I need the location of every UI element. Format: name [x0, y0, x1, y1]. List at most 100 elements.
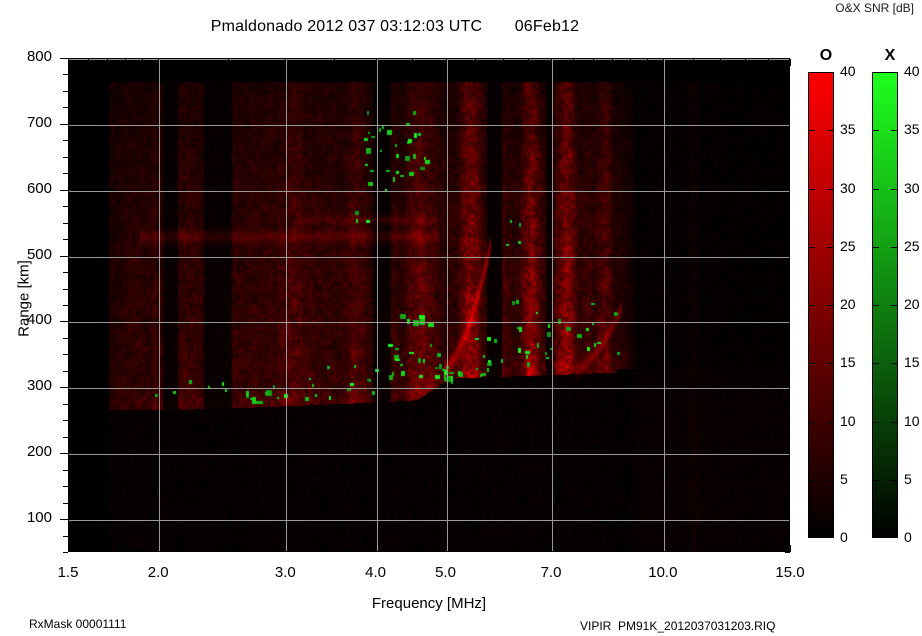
y-tick-minor-right	[785, 354, 790, 355]
y-tick-minor	[63, 206, 68, 207]
x-tick-major-top	[68, 59, 69, 66]
y-tick-major	[60, 256, 68, 257]
x-tick-minor	[142, 548, 143, 552]
x-tick-minor-top	[720, 59, 721, 63]
y-tick-major	[60, 58, 68, 59]
colorbar-tick-label: 25	[904, 237, 920, 254]
x-tick-label: 7.0	[540, 564, 562, 581]
y-axis-label: Range [km]	[15, 260, 33, 337]
y-tick-major-right	[782, 58, 790, 59]
colorbar-tick	[872, 189, 879, 190]
y-tick-minor	[63, 289, 68, 290]
y-tick-minor-right	[785, 206, 790, 207]
x-tick-label: 10.0	[648, 564, 678, 581]
x-tick-major	[68, 545, 69, 552]
colorbar-tick-label: 0	[904, 529, 912, 545]
colorbar-tick-label: 20	[904, 296, 920, 312]
y-tick-major-right	[782, 321, 790, 322]
colorbar-tick-label: 5	[840, 470, 848, 487]
y-tick-minor-right	[785, 140, 790, 141]
colorbar-tick	[891, 480, 898, 481]
colorbar-tick	[891, 130, 898, 131]
y-tick-minor	[63, 239, 68, 240]
y-tick-minor-right	[785, 420, 790, 421]
x-tick-minor-top	[768, 59, 769, 63]
x-tick-label: 4.0	[365, 564, 386, 581]
x-tick-minor	[647, 548, 648, 552]
y-tick-minor-right	[785, 552, 790, 553]
y-tick-major	[60, 387, 68, 388]
colorbar-tick	[891, 363, 898, 364]
y-tick-minor-right	[785, 305, 790, 306]
colorbar-o-letter: O	[819, 47, 833, 64]
y-tick-minor	[63, 157, 68, 158]
y-tick-label: 700	[26, 113, 52, 131]
x-tick-minor-top	[630, 59, 631, 63]
colorbar-tick	[872, 130, 879, 131]
colorbar-tick	[808, 480, 815, 481]
y-tick-label: 400	[26, 311, 52, 329]
colorbar-tick-label: 30	[904, 179, 920, 196]
y-tick-minor-right	[785, 338, 790, 339]
x-tick-minor-top	[142, 59, 143, 63]
y-tick-minor	[63, 552, 68, 553]
y-tick-minor-right	[785, 223, 790, 224]
colorbar-tick	[872, 480, 879, 481]
y-tick-minor-right	[785, 74, 790, 75]
y-tick-major-right	[782, 190, 790, 191]
x-tick-minor-top	[573, 59, 574, 63]
x-tick-minor	[107, 548, 108, 552]
y-tick-minor	[63, 74, 68, 75]
x-tick-major	[158, 545, 159, 552]
x-tick-major-top	[446, 59, 447, 66]
colorbar-tick	[891, 422, 898, 423]
x-tick-minor	[88, 548, 89, 552]
x-tick-minor	[745, 548, 746, 552]
y-tick-label: 200	[26, 443, 52, 461]
x-tick-minor-top	[125, 59, 126, 63]
x-tick-major	[285, 545, 286, 552]
y-tick-minor-right	[785, 503, 790, 504]
y-tick-minor-right	[785, 289, 790, 290]
x-tick-minor-top	[593, 59, 594, 63]
y-tick-minor	[63, 107, 68, 108]
colorbar-tick-label: 15	[904, 354, 920, 371]
x-tick-major-top	[551, 59, 552, 66]
colorbar-tick	[872, 247, 879, 248]
colorbar-tick	[827, 247, 834, 248]
colorbar-tick	[872, 363, 879, 364]
x-tick-minor	[573, 548, 574, 552]
y-tick-minor	[63, 371, 68, 372]
x-tick-minor	[475, 548, 476, 552]
y-tick-minor	[63, 305, 68, 306]
x-tick-label: 2.0	[147, 564, 169, 581]
y-tick-minor-right	[785, 437, 790, 438]
colorbar-tick	[891, 247, 898, 248]
colorbar-title: O&X SNR [dB]	[835, 1, 914, 15]
x-tick-minor	[503, 548, 504, 552]
ionogram-plot[interactable]	[68, 58, 790, 552]
colorbar-tick	[827, 189, 834, 190]
x-tick-minor-top	[647, 59, 648, 63]
colorbar-tick	[872, 422, 879, 423]
colorbar-tick	[808, 189, 815, 190]
x-tick-minor-top	[475, 59, 476, 63]
x-tick-minor	[693, 548, 694, 552]
colorbar-tick-label: 30	[840, 179, 856, 196]
x-tick-major-top	[790, 59, 791, 66]
x-tick-minor-top	[228, 59, 229, 63]
y-tick-minor-right	[785, 91, 790, 92]
y-tick-major	[60, 190, 68, 191]
colorbar-tick-label: 25	[840, 237, 856, 254]
x-tick-major-top	[285, 59, 286, 66]
x-tick-major	[376, 545, 377, 552]
x-tick-minor	[720, 548, 721, 552]
colorbar-tick-label: 35	[840, 121, 856, 138]
y-tick-major	[60, 519, 68, 520]
x-tick-minor	[125, 548, 126, 552]
y-tick-minor	[63, 470, 68, 471]
colorbar-tick-label: 15	[840, 354, 856, 371]
colorbar-tick-label: 0	[840, 529, 848, 545]
x-tick-minor	[593, 548, 594, 552]
x-tick-major-top	[376, 59, 377, 66]
